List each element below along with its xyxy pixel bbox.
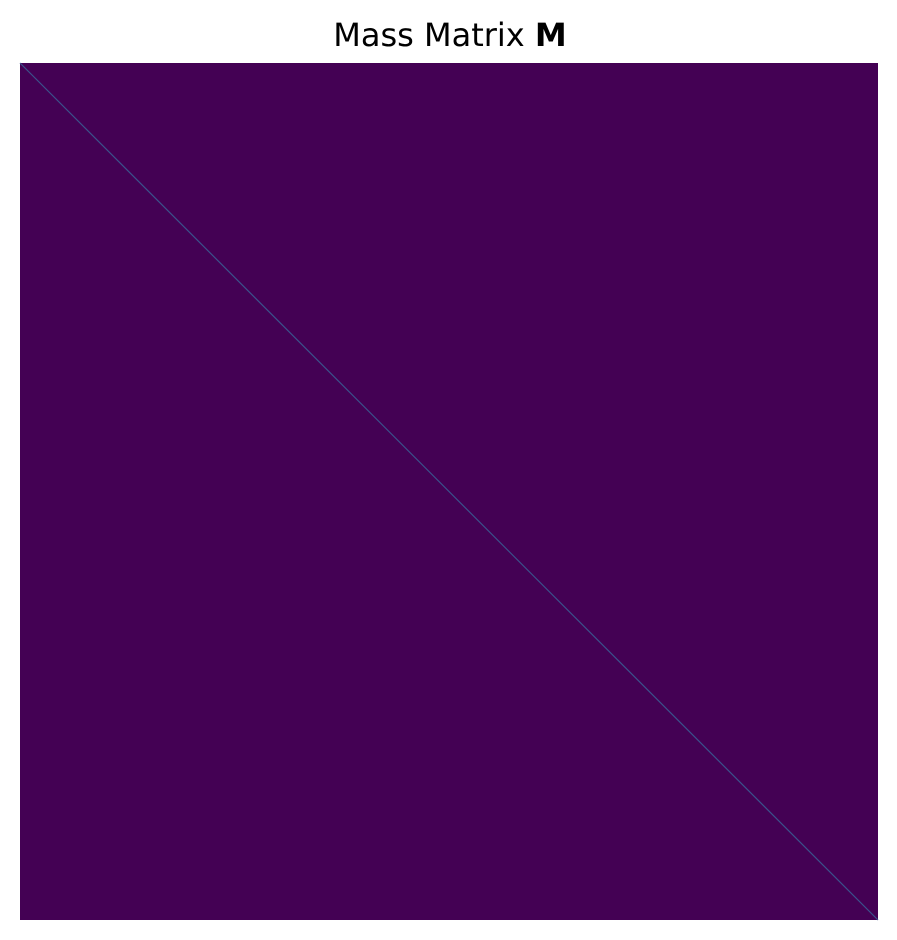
heatmap-diagonal — [19, 62, 879, 921]
chart-title: Mass Matrix M — [333, 16, 567, 54]
chart-title-text: Mass Matrix — [333, 16, 524, 54]
chart-title-symbol: M — [535, 16, 567, 54]
heatmap-plot-area — [19, 62, 879, 921]
